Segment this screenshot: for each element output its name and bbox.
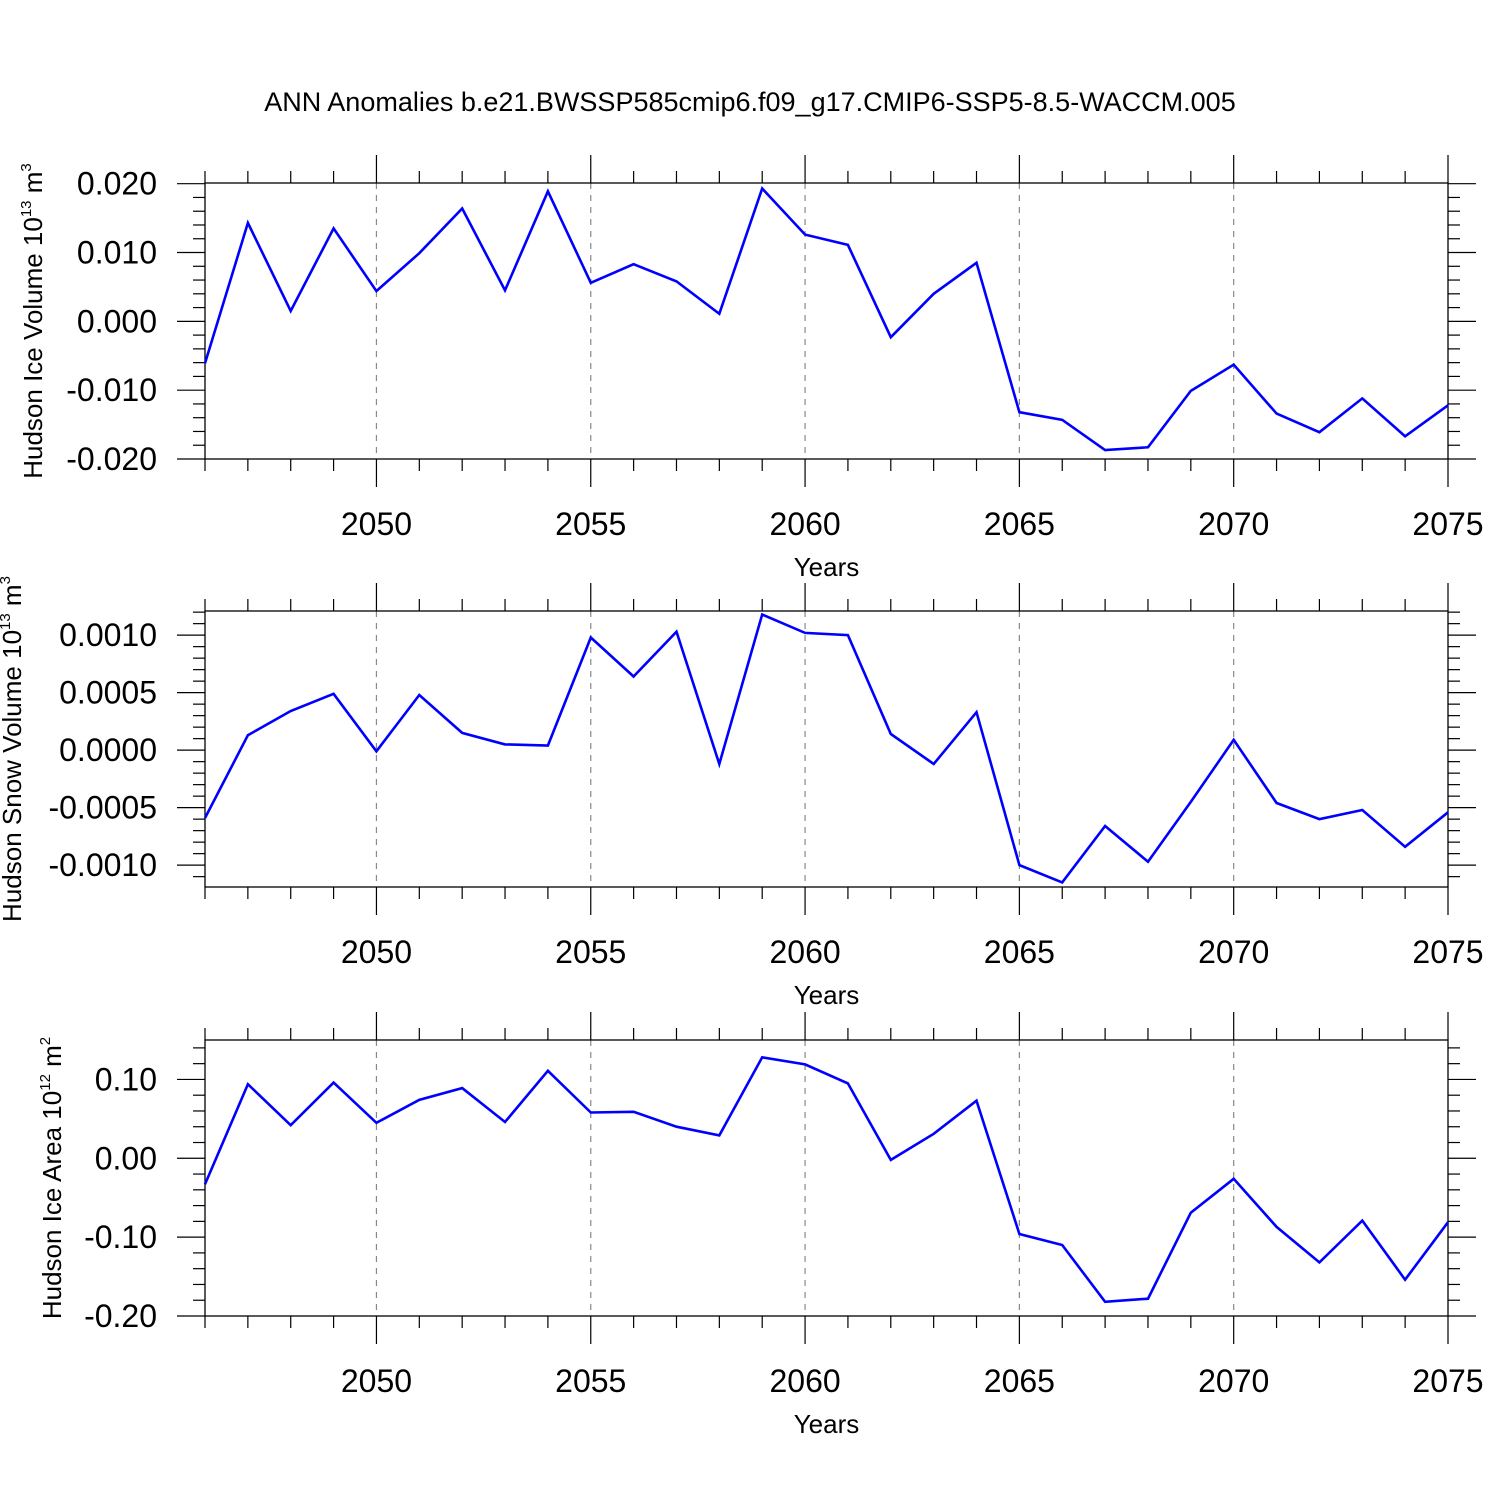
y-tick-label: 0.0010	[59, 617, 157, 653]
y-axis-label-unit-exponent: 3	[0, 576, 14, 584]
y-axis-label: Hudson Ice Area 1012 m2	[37, 1037, 67, 1319]
y-tick-label: 0.00	[95, 1140, 157, 1176]
y-tick-label: 0.020	[77, 166, 157, 202]
y-axis-label-unit: m	[18, 172, 48, 201]
x-tick-label: 2070	[1198, 934, 1269, 970]
y-axis-label: Hudson Snow Volume 1013 m3	[0, 576, 27, 922]
x-tick-label: 2060	[769, 1363, 840, 1399]
y-axis-label-text: Hudson Ice Volume 10	[18, 217, 48, 479]
x-tick-label: 2055	[555, 506, 626, 542]
x-tick-label: 2075	[1412, 1363, 1483, 1399]
plot-frame	[205, 611, 1448, 887]
plot-frame	[205, 1040, 1448, 1316]
series-line	[205, 615, 1448, 883]
x-axis-label: Years	[794, 1409, 860, 1439]
x-tick-label: 2050	[341, 506, 412, 542]
y-axis-label-text: Hudson Snow Volume 10	[0, 630, 27, 922]
x-tick-label: 2075	[1412, 934, 1483, 970]
y-tick-label: -0.20	[84, 1298, 157, 1334]
y-axis-label-unit-exponent: 2	[37, 1037, 54, 1045]
y-axis-label-unit-exponent: 3	[18, 163, 35, 171]
y-axis-label-unit: m	[0, 584, 27, 613]
x-tick-label: 2065	[984, 934, 1055, 970]
y-axis-label-text: Hudson Ice Area 10	[37, 1091, 67, 1319]
y-tick-label: -0.0005	[48, 790, 157, 826]
x-tick-label: 2070	[1198, 1363, 1269, 1399]
series-line	[205, 189, 1448, 451]
figure-title: ANN Anomalies b.e21.BWSSP585cmip6.f09_g1…	[264, 87, 1235, 117]
plot-frame	[205, 183, 1448, 459]
y-tick-label: 0.010	[77, 235, 157, 271]
x-tick-label: 2065	[984, 506, 1055, 542]
y-axis-label-exponent: 12	[37, 1074, 54, 1091]
x-tick-label: 2070	[1198, 506, 1269, 542]
x-tick-label: 2055	[555, 1363, 626, 1399]
x-tick-label: 2055	[555, 934, 626, 970]
x-tick-label: 2050	[341, 934, 412, 970]
x-axis-label: Years	[794, 552, 860, 582]
x-tick-label: 2050	[341, 1363, 412, 1399]
y-tick-label: -0.10	[84, 1219, 157, 1255]
panel-1: -0.020 -0.010 0.000 0.010 0.020 2050 2055 2060 2…	[18, 155, 1484, 582]
x-tick-label: 2060	[769, 506, 840, 542]
y-tick-label: -0.020	[66, 441, 157, 477]
y-axis-label: Hudson Ice Volume 1013 m3	[18, 163, 48, 479]
y-tick-label: -0.010	[66, 372, 157, 408]
x-tick-label: 2075	[1412, 506, 1483, 542]
y-tick-label: 0.0000	[59, 732, 157, 768]
y-tick-label: 0.000	[77, 303, 157, 339]
x-tick-label: 2065	[984, 1363, 1055, 1399]
y-tick-label: -0.0010	[48, 847, 157, 883]
y-tick-label: 0.10	[95, 1061, 157, 1097]
y-axis-label-exponent: 13	[18, 200, 35, 217]
series-line	[205, 1057, 1448, 1302]
panel-3: -0.20 -0.10 0.00 0.10 2050 2055 2060 2065 2070 20…	[37, 1012, 1484, 1439]
y-axis-label-unit: m	[37, 1045, 67, 1074]
panel-2: -0.0010 -0.0005 0.0000 0.0005 0.0010 2050 2055…	[0, 576, 1484, 1010]
x-tick-label: 2060	[769, 934, 840, 970]
x-axis-label: Years	[794, 980, 860, 1010]
y-axis-label-exponent: 13	[0, 613, 14, 630]
y-tick-label: 0.0005	[59, 675, 157, 711]
